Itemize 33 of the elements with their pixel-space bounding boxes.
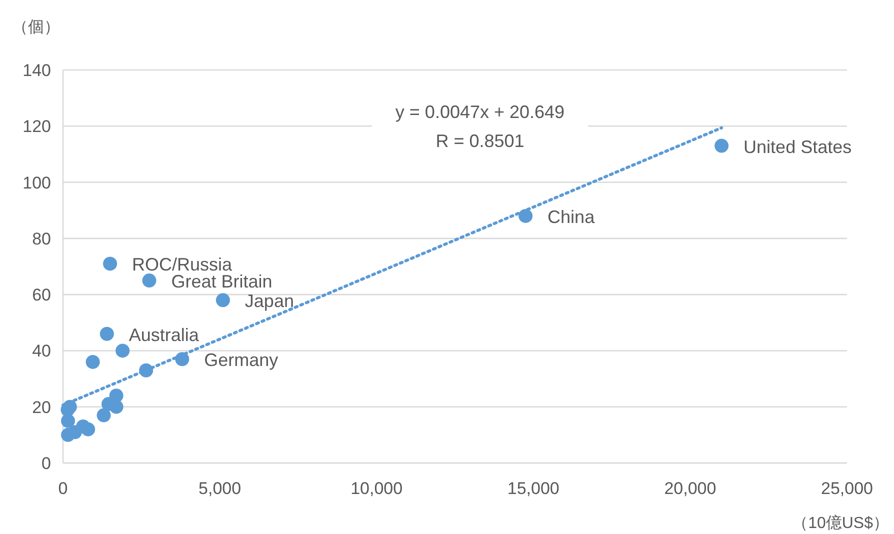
x-tick-label: 25,000 [821,479,873,498]
y-tick-label: 140 [22,61,51,80]
y-tick-label: 100 [22,173,51,192]
annotation: United States [744,136,852,157]
annotation: Japan [244,291,294,312]
x-axis-title: （10億US$） [792,514,889,532]
y-axis-title: （個） [12,19,60,36]
y-tick-label: 0 [42,454,51,473]
x-tick-label: 0 [58,479,68,498]
x-tick-label: 10,000 [350,479,403,498]
x-tick-label: 15,000 [507,479,560,498]
point [100,326,114,341]
point [86,354,100,369]
x-tick-label: 20,000 [664,479,716,498]
point [216,293,230,308]
annotation: y = 0.0047x + 20.649 R = 0.8501 [395,102,565,151]
point [68,425,82,440]
y-tick-label: 80 [32,229,51,248]
x-tick-label: 5,000 [198,479,242,498]
point [714,138,729,153]
point [142,274,156,288]
point [109,400,124,414]
annotation: Germany [204,350,278,370]
y-tick-label: 20 [32,398,51,417]
y-tick-label: 60 [32,286,51,305]
annotation: China [548,206,596,227]
point [116,344,130,358]
point [81,422,96,436]
point [103,256,118,271]
annotation: Australia [128,324,200,345]
y-tick-label: 40 [32,342,51,361]
y-tick-label: 120 [22,117,51,136]
point [96,408,111,422]
